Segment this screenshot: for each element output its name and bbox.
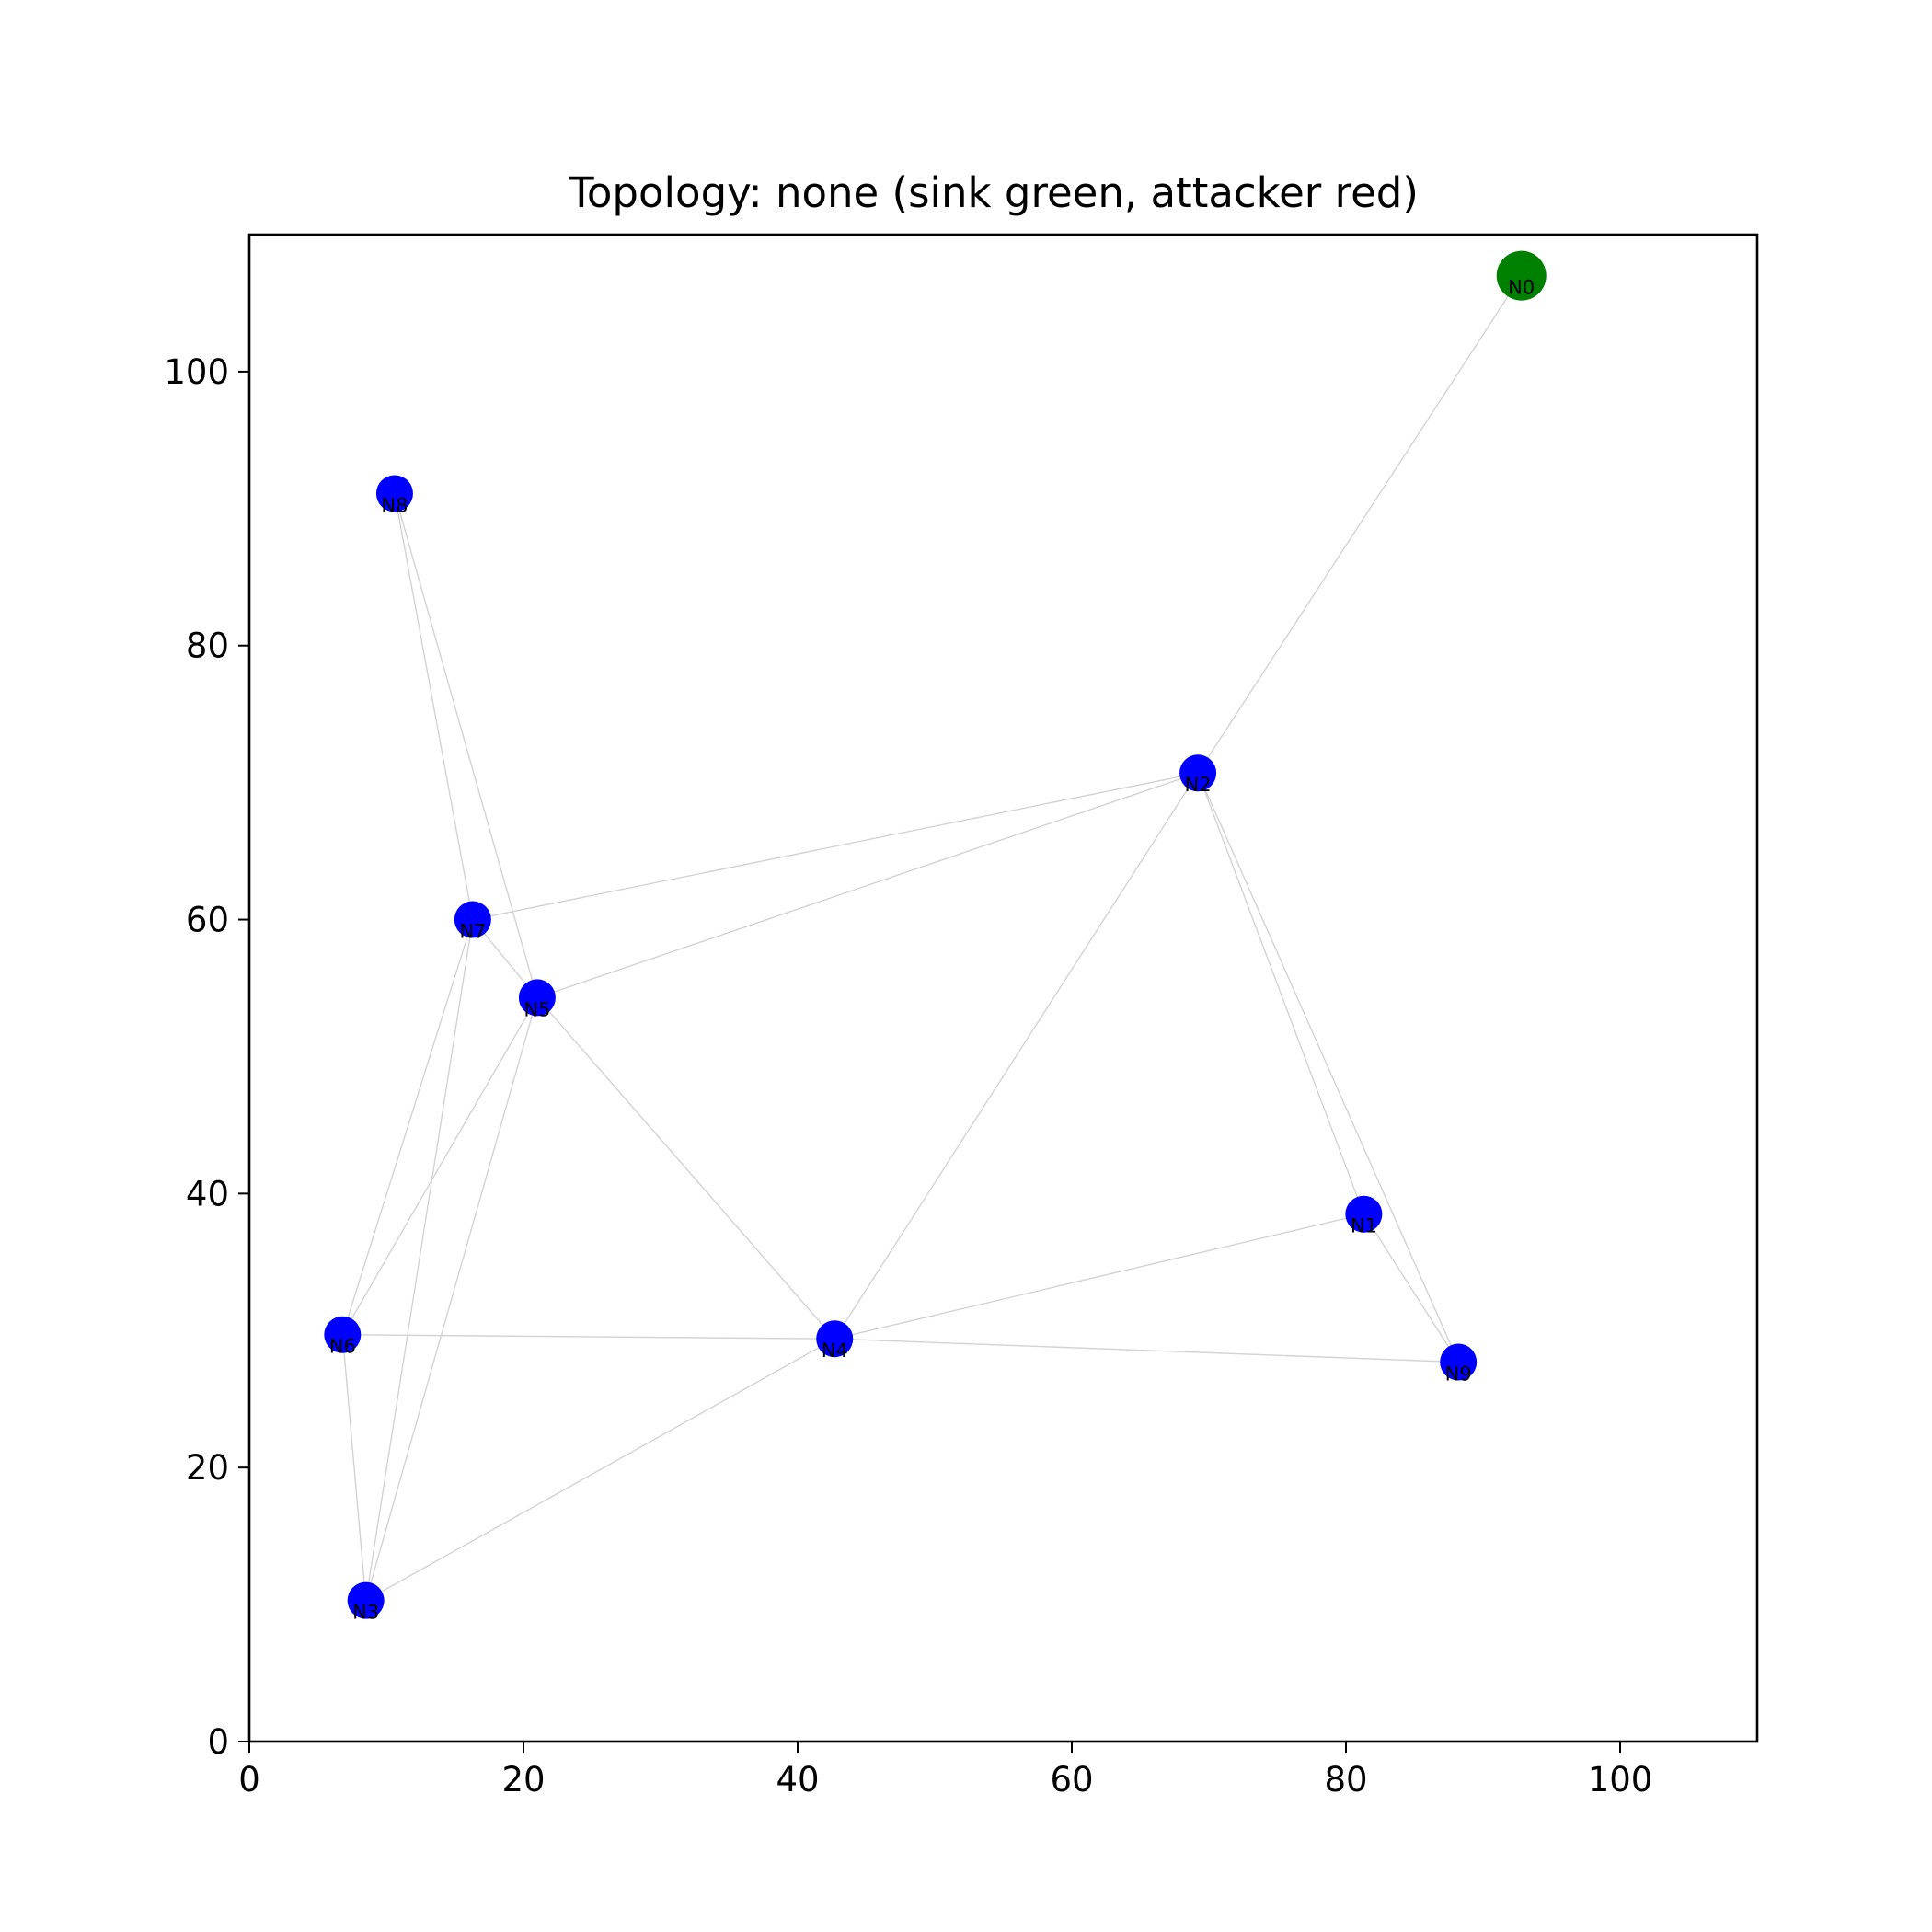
x-tick-label-60: 60 <box>1050 1760 1093 1800</box>
node-n2 <box>1179 754 1217 792</box>
node-n3 <box>347 1581 385 1619</box>
edge-n1-n9 <box>1363 1213 1459 1363</box>
edge-n7-n3 <box>364 919 474 1601</box>
y-tick-label-40: 40 <box>186 1174 229 1213</box>
edges-layer <box>341 275 1523 1602</box>
x-tick-label-0: 0 <box>238 1760 260 1800</box>
node-label-n5: N5 <box>523 998 550 1020</box>
x-tick-label-100: 100 <box>1588 1760 1653 1800</box>
edge-n4-n1 <box>834 1213 1364 1340</box>
node-n4 <box>816 1320 854 1358</box>
edge-n6-n3 <box>341 1334 367 1601</box>
x-tick-label-40: 40 <box>776 1760 819 1800</box>
node-label-n4: N4 <box>822 1340 848 1362</box>
sink-node-n0 <box>1496 250 1547 301</box>
node-n9 <box>1440 1343 1478 1381</box>
node-label-n2: N2 <box>1185 774 1212 796</box>
node-n5 <box>518 979 556 1017</box>
edge-n3-n4 <box>365 1338 835 1602</box>
y-tick-label-20: 20 <box>186 1448 229 1488</box>
edge-n8-n7 <box>394 493 474 920</box>
edge-n2-n9 <box>1197 772 1459 1363</box>
node-label-n6: N6 <box>329 1336 356 1358</box>
y-tick-label-0: 0 <box>207 1722 229 1762</box>
edge-n5-n4 <box>536 996 835 1340</box>
node-n8 <box>375 475 413 512</box>
edge-n2-n5 <box>536 772 1199 999</box>
y-tick-label-80: 80 <box>186 627 229 666</box>
node-n1 <box>1345 1195 1383 1233</box>
edge-n4-n9 <box>834 1338 1459 1363</box>
node-label-n1: N1 <box>1351 1215 1377 1237</box>
node-label-n9: N9 <box>1445 1363 1472 1386</box>
node-n6 <box>324 1316 362 1353</box>
node-label-n8: N8 <box>381 494 408 516</box>
edge-n2-n1 <box>1197 772 1365 1214</box>
node-n7 <box>454 901 491 938</box>
plot-frame <box>247 233 1759 1743</box>
chart-title: Topology: none (sink green, attacker red… <box>568 168 1419 217</box>
edge-n8-n5 <box>394 493 538 998</box>
edge-n5-n3 <box>364 997 538 1601</box>
edge-n5-n6 <box>341 997 538 1336</box>
y-tick-label-100: 100 <box>164 352 229 392</box>
x-tick-label-20: 20 <box>501 1760 545 1800</box>
node-label-n7: N7 <box>459 921 486 943</box>
edge-n7-n6 <box>341 919 474 1335</box>
nodes-layer <box>324 250 1547 1619</box>
edge-n2-n4 <box>834 772 1199 1340</box>
axes-layer: 0 20 40 60 80 100 0 20 40 60 80 100 <box>164 233 1759 1800</box>
node-label-n0: N0 <box>1508 277 1535 299</box>
edge-n2-n7 <box>472 772 1199 921</box>
y-tick-label-60: 60 <box>186 901 229 940</box>
node-label-n3: N3 <box>352 1602 379 1624</box>
node-labels-layer: N0 N1 N2 N3 N4 N5 N6 N7 N8 N9 <box>329 277 1535 1624</box>
edge-n0-n2 <box>1197 275 1523 774</box>
x-tick-label-80: 80 <box>1324 1760 1367 1800</box>
edge-n6-n4 <box>342 1334 835 1340</box>
